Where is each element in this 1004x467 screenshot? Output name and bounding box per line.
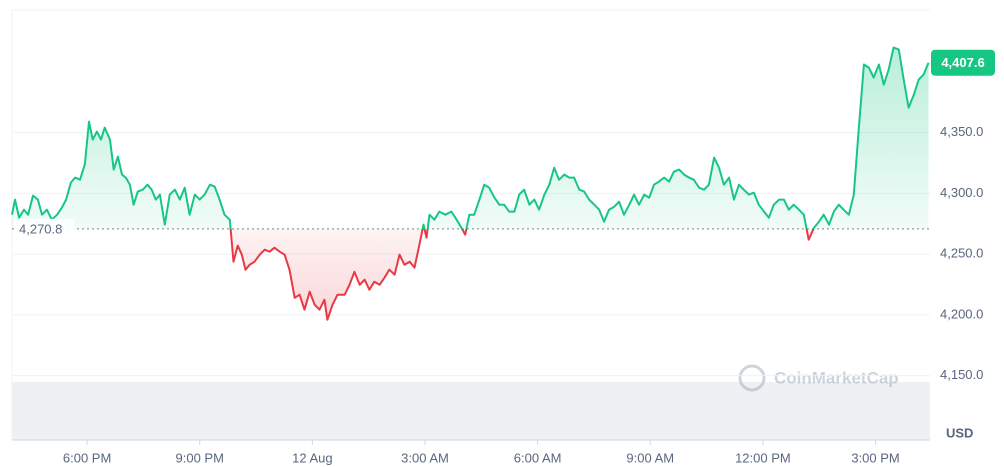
volume-band — [12, 382, 930, 440]
y-tick-label: 4,250.0 — [940, 246, 983, 261]
x-tick-label: 12 Aug — [292, 450, 333, 465]
y-tick-label: 4,150.0 — [940, 367, 983, 382]
baseline-label: 4,270.8 — [19, 221, 62, 236]
current-price-tag — [931, 49, 995, 76]
x-tick-label: 9:00 PM — [176, 450, 224, 465]
x-tick-label: 9:00 AM — [626, 450, 674, 465]
watermark-logo — [738, 364, 766, 392]
y-tick-label: 4,300.0 — [940, 185, 983, 200]
x-tick-label: 6:00 AM — [514, 450, 562, 465]
x-tick-label: 12:00 PM — [735, 450, 791, 465]
currency-label: USD — [946, 425, 973, 440]
x-tick-label: 3:00 PM — [851, 450, 899, 465]
price-line — [11, 46, 930, 321]
x-tick-label: 3:00 AM — [401, 450, 449, 465]
x-tick-label: 6:00 PM — [63, 450, 111, 465]
watermark: CoinMarketCap — [738, 364, 899, 392]
y-tick-label: 4,200.0 — [940, 306, 983, 321]
current-price-label: 4,407.6 — [941, 55, 984, 70]
price-area — [12, 47, 929, 320]
y-tick-label: 4,350.0 — [940, 124, 983, 139]
watermark-text: CoinMarketCap — [774, 368, 899, 387]
baseline-label-bg — [14, 218, 74, 239]
